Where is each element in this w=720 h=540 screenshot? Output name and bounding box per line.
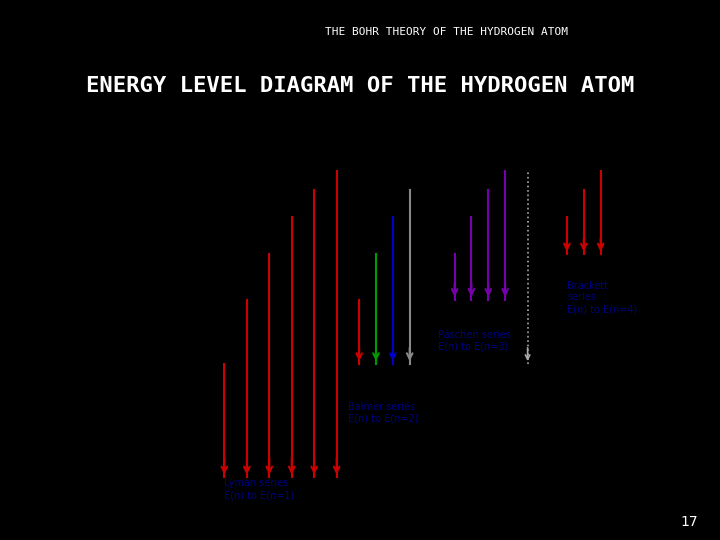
Text: n=6: n=6 — [156, 185, 180, 195]
Text: 17: 17 — [681, 515, 698, 529]
Text: n=4: n=4 — [156, 249, 180, 259]
Text: n=5: n=5 — [156, 212, 180, 221]
Text: THE BOHR THEORY OF THE HYDROGEN ATOM: THE BOHR THEORY OF THE HYDROGEN ATOM — [325, 28, 568, 37]
Text: n=1: n=1 — [156, 472, 180, 482]
Text: n=3: n=3 — [156, 295, 180, 305]
Text: Balmer series
E(n) to E(n=2): Balmer series E(n) to E(n=2) — [348, 402, 418, 423]
Text: Lyman series
E(n) to E(n=1): Lyman series E(n) to E(n=1) — [225, 478, 294, 500]
Text: n=2: n=2 — [156, 359, 180, 369]
Text: Brackett
series
E(n) to E(n=4): Brackett series E(n) to E(n=4) — [567, 281, 637, 314]
Text: ENERGY LEVEL DIAGRAM OF THE HYDROGEN ATOM: ENERGY LEVEL DIAGRAM OF THE HYDROGEN ATO… — [86, 76, 635, 97]
Text: Electron transitions for the
Hydrogen atom: Electron transitions for the Hydrogen at… — [202, 145, 369, 173]
Text: Paschen series
E(n) to E(n=3): Paschen series E(n) to E(n=3) — [438, 330, 510, 352]
Text: n=7: n=7 — [156, 166, 180, 176]
